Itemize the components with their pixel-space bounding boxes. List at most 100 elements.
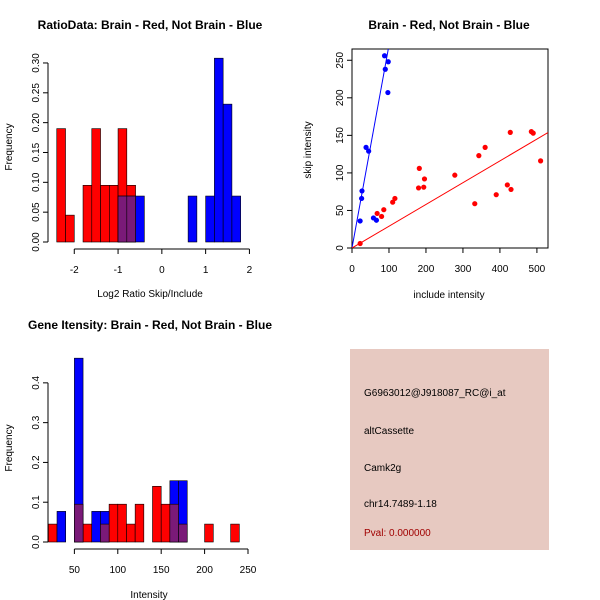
scatter-y-tick-label: 250 bbox=[335, 51, 346, 68]
ratio-brain-bar bbox=[65, 214, 75, 243]
scatter-ylabel: skip intensity bbox=[303, 121, 314, 178]
scatter-brain-point bbox=[374, 210, 380, 217]
gene-y-tick-label: 0.4 bbox=[31, 375, 42, 389]
scatter-brain-point bbox=[538, 158, 544, 164]
ratio-brain-bar bbox=[82, 185, 93, 243]
scatter-x-tick-label: 400 bbox=[492, 264, 509, 275]
gene-y-tick-label: 0.1 bbox=[31, 495, 42, 509]
scatter-title: Brain - Red, Not Brain - Blue bbox=[368, 18, 530, 32]
gene-overlap-bar bbox=[169, 503, 179, 543]
gene-overlap-bar bbox=[100, 523, 110, 543]
scatter-brain-point bbox=[504, 182, 510, 188]
ratio-y-tick-label: 0.05 bbox=[31, 202, 42, 222]
scatter-brain-point bbox=[416, 165, 422, 171]
scatter-y-tick-label: 50 bbox=[335, 204, 346, 216]
ratio-histogram: RatioData: Brain - Red, Not Brain - Blue… bbox=[4, 18, 263, 300]
scatter-y-tick-label: 100 bbox=[335, 164, 346, 181]
scatter-not-brain-point bbox=[382, 66, 388, 72]
gene-y-tick-label: 0.3 bbox=[31, 415, 42, 429]
scatter-y-tick-label: 150 bbox=[335, 127, 346, 144]
scatter-not-brain-point bbox=[366, 148, 372, 154]
gene-not-brain-bar bbox=[56, 511, 67, 543]
ratio-brain-bar bbox=[109, 185, 119, 243]
ratio-overlap-bar bbox=[117, 195, 128, 243]
ratio-not-brain-bar bbox=[231, 195, 241, 243]
scatter-brain-point bbox=[472, 201, 478, 207]
ratio-brain-bar bbox=[56, 128, 66, 243]
gene-x-tick-label: 100 bbox=[109, 565, 126, 576]
intensity-scatter: Brain - Red, Not Brain - Blue include in… bbox=[303, 18, 549, 301]
gene-brain-bar bbox=[108, 503, 119, 543]
scatter-brain-fit-line bbox=[352, 132, 548, 248]
ratio-x-tick-label: -2 bbox=[70, 265, 79, 276]
ratio-not-brain-bar bbox=[187, 195, 198, 243]
gene-histogram-title: Gene Itensity: Brain - Red, Not Brain - … bbox=[28, 318, 272, 332]
gene-not-brain-bar bbox=[91, 511, 101, 543]
ratio-histogram-ylabel: Frequency bbox=[4, 123, 15, 170]
scatter-brain-point bbox=[381, 207, 387, 213]
ratio-brain-bar bbox=[100, 185, 110, 243]
scatter-not-brain-fit-line bbox=[352, 49, 389, 248]
scatter-not-brain-point bbox=[385, 89, 391, 96]
ratio-x-tick-label: -1 bbox=[114, 265, 123, 276]
scatter-brain-point bbox=[507, 129, 513, 135]
gene-brain-bar bbox=[134, 503, 145, 543]
gene-brain-bar bbox=[152, 485, 162, 543]
gene-x-tick-label: 50 bbox=[69, 565, 81, 576]
gene-brain-bar bbox=[117, 503, 127, 543]
scatter-x-tick-label: 200 bbox=[418, 264, 435, 275]
scatter-brain-point bbox=[392, 195, 398, 202]
ratio-y-tick-label: 0.00 bbox=[31, 232, 42, 252]
gene-y-tick-label: 0.0 bbox=[31, 535, 42, 549]
gene-x-tick-label: 200 bbox=[196, 565, 213, 576]
ratio-overlap-bar bbox=[126, 195, 136, 243]
ratio-brain-bar bbox=[91, 128, 101, 243]
scatter-brain-point bbox=[476, 153, 482, 159]
ratio-y-tick-label: 0.30 bbox=[31, 53, 42, 73]
ratio-not-brain-bar bbox=[205, 195, 215, 243]
gene-brain-bar bbox=[126, 523, 136, 543]
scatter-brain-point bbox=[452, 172, 458, 178]
scatter-not-brain-point bbox=[381, 53, 388, 59]
p-value: Pval: 0.000000 bbox=[364, 528, 431, 539]
ratio-histogram-title: RatioData: Brain - Red, Not Brain - Blue bbox=[38, 18, 263, 32]
scatter-not-brain-point bbox=[359, 195, 365, 202]
scatter-brain-point bbox=[508, 186, 514, 193]
scatter-not-brain-point bbox=[359, 188, 365, 194]
scatter-y-tick-label: 200 bbox=[335, 89, 346, 106]
scatter-not-brain-point bbox=[363, 144, 369, 150]
scatter-brain-point bbox=[390, 199, 396, 205]
gene-x-tick-label: 250 bbox=[240, 565, 257, 576]
gene-histogram-ylabel: Frequency bbox=[4, 424, 15, 471]
ratio-x-tick-label: 1 bbox=[203, 265, 209, 276]
ratio-y-tick-label: 0.20 bbox=[31, 112, 42, 132]
ratio-x-tick-label: 2 bbox=[247, 265, 253, 276]
gene-x-tick-label: 150 bbox=[153, 565, 170, 576]
scatter-plot-box bbox=[351, 48, 549, 249]
scatter-not-brain-point bbox=[385, 59, 391, 65]
gene-name: Camk2g bbox=[364, 463, 401, 474]
chromosome-location: chr14.7489-1.18 bbox=[364, 499, 437, 510]
event-type: altCassette bbox=[364, 426, 414, 437]
scatter-x-tick-label: 100 bbox=[381, 264, 398, 275]
info-panel: G6963012@J918087_RC@i_at altCassette Cam… bbox=[350, 349, 549, 550]
ratio-not-brain-bar bbox=[135, 195, 145, 243]
scatter-brain-point bbox=[357, 240, 363, 247]
gene-brain-bar bbox=[230, 523, 240, 543]
scatter-not-brain-point bbox=[373, 217, 380, 223]
ratio-x-tick-label: 0 bbox=[159, 265, 165, 276]
scatter-x-tick-label: 0 bbox=[349, 264, 355, 275]
scatter-y-tick-label: 0 bbox=[335, 245, 346, 251]
scatter-brain-point bbox=[421, 176, 428, 182]
gene-brain-bar bbox=[48, 523, 58, 543]
ratio-y-tick-label: 0.25 bbox=[31, 83, 42, 103]
scatter-x-tick-label: 300 bbox=[455, 264, 472, 275]
scatter-brain-point bbox=[378, 213, 385, 220]
scatter-brain-point bbox=[415, 185, 422, 191]
gene-brain-bar bbox=[82, 523, 93, 543]
gene-brain-bar bbox=[160, 503, 171, 543]
gene-histogram-xlabel: Intensity bbox=[130, 590, 167, 600]
gene-brain-bar bbox=[204, 523, 214, 543]
probe-id: G6963012@J918087_RC@i_at bbox=[364, 388, 506, 399]
